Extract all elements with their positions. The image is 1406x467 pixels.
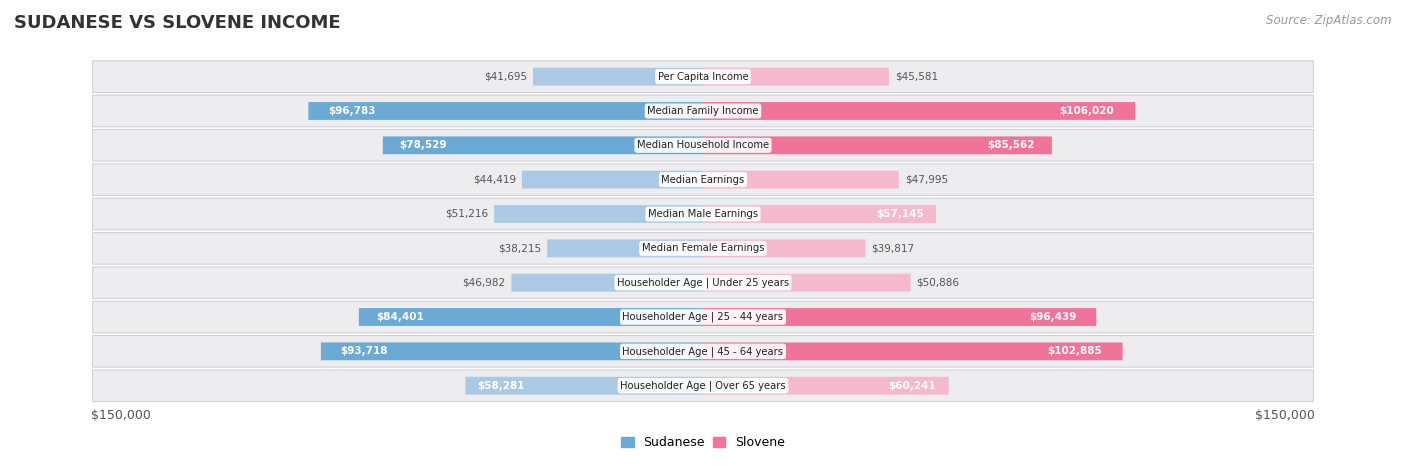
FancyBboxPatch shape [382,136,703,154]
FancyBboxPatch shape [494,205,703,223]
Text: Median Male Earnings: Median Male Earnings [648,209,758,219]
FancyBboxPatch shape [93,164,1313,196]
Text: Householder Age | Over 65 years: Householder Age | Over 65 years [620,381,786,391]
Text: Median Female Earnings: Median Female Earnings [641,243,765,253]
Text: $51,216: $51,216 [444,209,488,219]
Legend: Sudanese, Slovene: Sudanese, Slovene [616,432,790,454]
Text: SUDANESE VS SLOVENE INCOME: SUDANESE VS SLOVENE INCOME [14,14,340,32]
FancyBboxPatch shape [93,129,1313,161]
FancyBboxPatch shape [512,274,703,291]
Text: $78,529: $78,529 [399,140,446,150]
Text: Median Family Income: Median Family Income [647,106,759,116]
FancyBboxPatch shape [703,205,936,223]
Text: $41,695: $41,695 [484,71,527,82]
FancyBboxPatch shape [703,274,911,291]
FancyBboxPatch shape [93,267,1313,298]
FancyBboxPatch shape [703,136,1052,154]
FancyBboxPatch shape [93,95,1313,127]
Text: $93,718: $93,718 [340,347,388,356]
FancyBboxPatch shape [308,102,703,120]
FancyBboxPatch shape [93,61,1313,92]
Text: $96,783: $96,783 [328,106,375,116]
Text: $38,215: $38,215 [498,243,541,253]
Text: Median Earnings: Median Earnings [661,175,745,184]
FancyBboxPatch shape [703,68,889,85]
Text: $150,000: $150,000 [1254,409,1315,422]
Text: $39,817: $39,817 [872,243,914,253]
Text: $85,562: $85,562 [987,140,1035,150]
FancyBboxPatch shape [703,377,949,395]
Text: Median Household Income: Median Household Income [637,140,769,150]
FancyBboxPatch shape [547,240,703,257]
FancyBboxPatch shape [703,171,898,189]
Text: $46,982: $46,982 [463,278,505,288]
Text: $102,885: $102,885 [1047,347,1101,356]
FancyBboxPatch shape [93,336,1313,367]
Text: $50,886: $50,886 [917,278,960,288]
Text: $47,995: $47,995 [905,175,948,184]
Text: Householder Age | Under 25 years: Householder Age | Under 25 years [617,277,789,288]
Text: $58,281: $58,281 [477,381,524,391]
FancyBboxPatch shape [703,342,1122,360]
FancyBboxPatch shape [321,342,703,360]
Text: $57,145: $57,145 [876,209,924,219]
FancyBboxPatch shape [93,301,1313,333]
FancyBboxPatch shape [93,198,1313,230]
Text: $44,419: $44,419 [472,175,516,184]
FancyBboxPatch shape [465,377,703,395]
Text: $106,020: $106,020 [1059,106,1114,116]
Text: Per Capita Income: Per Capita Income [658,71,748,82]
Text: $84,401: $84,401 [375,312,423,322]
FancyBboxPatch shape [703,102,1135,120]
FancyBboxPatch shape [93,370,1313,402]
Text: Source: ZipAtlas.com: Source: ZipAtlas.com [1267,14,1392,27]
FancyBboxPatch shape [359,308,703,326]
Text: $96,439: $96,439 [1029,312,1077,322]
Text: Householder Age | 25 - 44 years: Householder Age | 25 - 44 years [623,312,783,322]
Text: Householder Age | 45 - 64 years: Householder Age | 45 - 64 years [623,346,783,357]
Text: $60,241: $60,241 [889,381,936,391]
FancyBboxPatch shape [533,68,703,85]
FancyBboxPatch shape [522,171,703,189]
FancyBboxPatch shape [93,233,1313,264]
Text: $150,000: $150,000 [91,409,152,422]
FancyBboxPatch shape [703,240,865,257]
FancyBboxPatch shape [703,308,1097,326]
Text: $45,581: $45,581 [896,71,938,82]
